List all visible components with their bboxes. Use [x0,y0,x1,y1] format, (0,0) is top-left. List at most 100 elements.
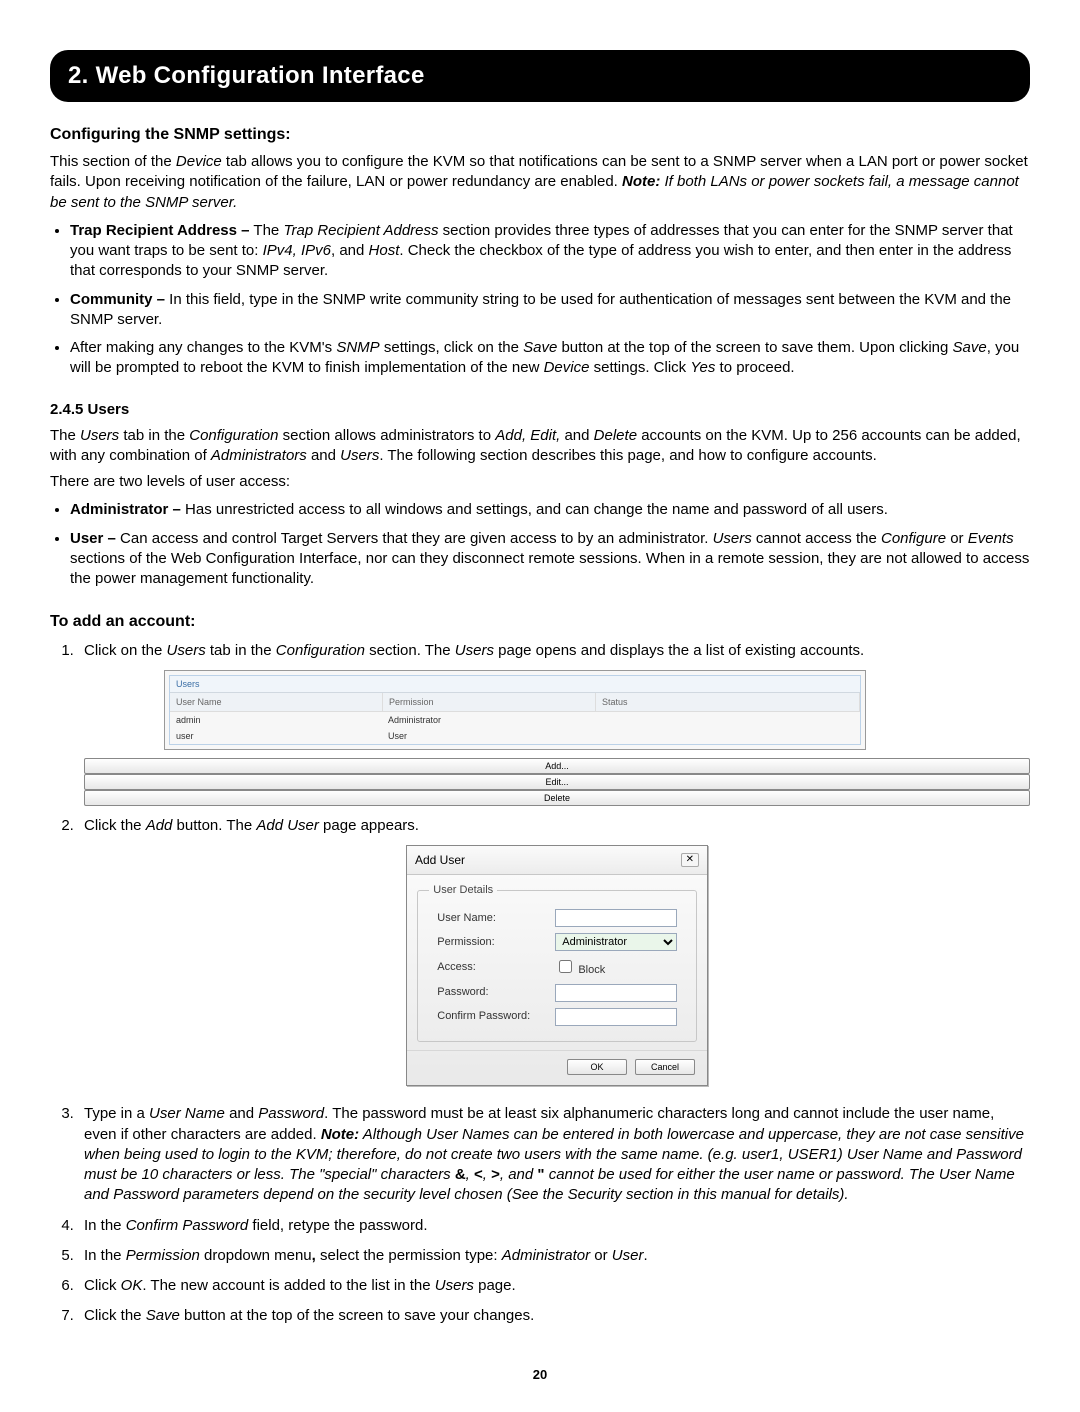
text: Click [84,1277,121,1294]
step-5: In the Permission dropdown menu, select … [78,1246,1030,1266]
text: Configuration [189,427,278,444]
bullet-community: Community – In this field, type in the S… [70,290,1030,331]
add-user-dialog: Add User ✕ User Details User Name: Permi… [406,845,708,1087]
username-input[interactable] [555,909,677,927]
cell-status [594,728,860,744]
level-admin: Administrator – Has unrestricted access … [70,500,1030,520]
text: Configure [881,530,946,547]
text: , [466,1166,474,1183]
symbol: " [537,1166,544,1183]
delete-button[interactable]: Delete [84,790,1030,806]
level-user: User – Can access and control Target Ser… [70,529,1030,590]
text: Trap Recipient Address [283,222,438,239]
step-6: Click OK. The new account is added to th… [78,1276,1030,1296]
text: and [225,1105,258,1122]
document-page: 2. Web Configuration Interface Configuri… [0,0,1080,1412]
text: Add, Edit, [495,427,560,444]
text: page appears. [319,817,419,834]
text: The [250,222,284,239]
text: Confirm Password [126,1217,249,1234]
snmp-bullets: Trap Recipient Address – The Trap Recipi… [50,221,1030,379]
users-para2: There are two levels of user access: [50,472,1030,492]
text: cannot access the [752,530,881,547]
text: IPv4, IPv6 [263,242,331,259]
text: This section of the [50,153,176,170]
text: select the permission type: [316,1247,502,1264]
label-confirm: Confirm Password: [437,1009,555,1024]
text: Configuration [276,642,365,659]
col-username: User Name [170,693,383,711]
text: Users [435,1277,474,1294]
text: Permission [126,1247,200,1264]
text: or [946,530,968,547]
text: Click the [84,1307,146,1324]
text: In the [84,1217,126,1234]
label: User – [70,530,116,547]
text: or [590,1247,612,1264]
text: sections of the Web Configuration Interf… [70,550,1029,587]
note-label: Note: [321,1126,359,1143]
password-input[interactable] [555,984,677,1002]
text: User Name [149,1105,225,1122]
label-permission: Permission: [437,935,555,950]
table-row[interactable]: user User [170,728,860,744]
text: button. The [172,817,256,834]
text: Users [455,642,494,659]
users-heading: 2.4.5 Users [50,401,1030,418]
text: , and [500,1166,538,1183]
cell-username: admin [170,712,382,728]
text: section. The [365,642,455,659]
block-checkbox-label[interactable]: Block [555,964,605,976]
add-button[interactable]: Add... [84,758,1030,774]
text: Users [80,427,119,444]
text: , [483,1166,491,1183]
close-icon[interactable]: ✕ [681,853,699,867]
text: to proceed. [715,359,794,376]
text: page opens and displays the a list of ex… [494,642,864,659]
ok-button[interactable]: OK [567,1059,627,1075]
text: Device [544,359,590,376]
block-checkbox[interactable] [559,960,572,973]
page-number: 20 [50,1367,1030,1382]
text: Password [258,1105,324,1122]
text: Save [953,339,987,356]
col-permission: Permission [383,693,596,711]
text: . The new account is added to the list i… [142,1277,434,1294]
confirm-password-input[interactable] [555,1008,677,1026]
edit-button[interactable]: Edit... [84,774,1030,790]
text: SNMP [336,339,379,356]
label: Administrator – [70,501,181,518]
step-2: Click the Add button. The Add User page … [78,816,1030,1086]
text: tab in the [119,427,189,444]
text: and [307,447,340,464]
table-row[interactable]: admin Administrator [170,712,860,728]
text: Administrator [502,1247,590,1264]
label-username: User Name: [437,911,555,926]
section-banner: 2. Web Configuration Interface [50,50,1030,102]
text: button at the top of the screen to save … [557,339,952,356]
label-access: Access: [437,960,555,975]
cell-username: user [170,728,382,744]
text: Type in a [84,1105,149,1122]
step-1: Click on the Users tab in the Configurat… [78,641,1030,806]
text: page. [474,1277,516,1294]
text: Events [968,530,1014,547]
step-4: In the Confirm Password field, retype th… [78,1216,1030,1236]
text: Users [713,530,752,547]
label: Community – [70,291,165,308]
text: In the [84,1247,126,1264]
text: Users [167,642,206,659]
permission-select[interactable]: Administrator [555,933,677,951]
bullet-save: After making any changes to the KVM's SN… [70,338,1030,379]
text: and [560,427,593,444]
snmp-intro: This section of the Device tab allows yo… [50,152,1030,213]
dialog-title: Add User [415,852,465,868]
snmp-heading: Configuring the SNMP settings: [50,126,1030,144]
step-3: Type in a User Name and Password. The pa… [78,1104,1030,1205]
text: field, retype the password. [248,1217,427,1234]
text: User [612,1247,644,1264]
symbol: > [491,1166,500,1183]
text: Add [146,817,173,834]
text: Administrators [211,447,307,464]
cancel-button[interactable]: Cancel [635,1059,695,1075]
